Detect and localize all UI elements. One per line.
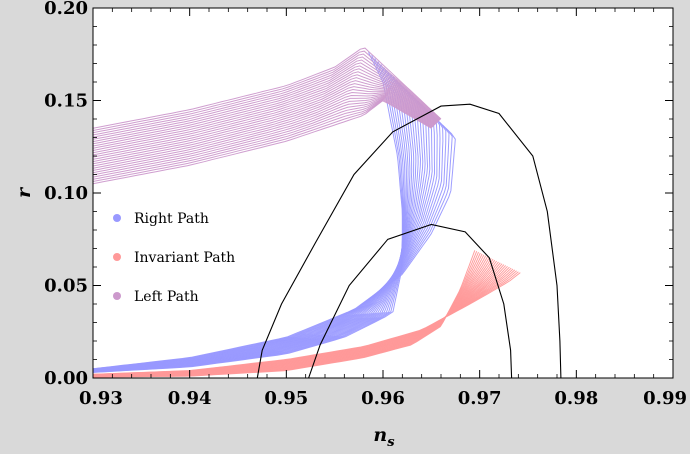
series-left-path-line — [93, 65, 440, 143]
series-left-path-line — [93, 96, 434, 174]
series-left-path-line — [93, 95, 434, 171]
y-tick-label: 0.05 — [44, 276, 88, 297]
series-left-path-line — [93, 62, 440, 140]
series-left-path-line — [93, 68, 439, 145]
legend-marker — [113, 292, 121, 300]
series-left-path-line — [93, 93, 435, 167]
series-right-path-line — [93, 52, 403, 373]
y-axis-title: r — [13, 186, 35, 198]
plot-clip-group — [93, 47, 562, 378]
legend-item: Right Path — [113, 211, 209, 227]
series-left-path-line — [93, 77, 438, 151]
series-left-path-line — [93, 88, 436, 160]
y-tick-label: 0.00 — [44, 368, 88, 389]
legend-marker — [113, 214, 121, 222]
series-left-path-line — [93, 47, 442, 129]
legend-label: Right Path — [134, 211, 209, 227]
series-right-path — [93, 52, 456, 373]
series-left-path-line — [93, 94, 435, 169]
y-tick-label: 0.15 — [44, 91, 88, 112]
x-tick-label: 0.99 — [643, 388, 687, 409]
x-tick-label: 0.94 — [168, 388, 212, 409]
y-tick-label: 0.20 — [44, 0, 88, 19]
x-axis-title-main: n — [373, 424, 387, 446]
x-tick-label: 0.93 — [79, 388, 123, 409]
series-left-path-line — [93, 74, 438, 149]
plot-background — [93, 8, 673, 378]
series-left-path-line — [93, 53, 441, 134]
series-left-path-line — [93, 86, 437, 158]
series-left-path-line — [93, 100, 432, 185]
x-tick-label: 0.97 — [458, 388, 502, 409]
series-left-path-line — [93, 97, 433, 178]
x-axis-title-subscript: s — [387, 435, 395, 450]
legend-item: Invariant Path — [113, 250, 235, 266]
plot-area — [93, 8, 673, 378]
series-invariant-path-line — [93, 250, 476, 378]
legend-label: Left Path — [134, 289, 199, 305]
series-left-path-line — [93, 83, 437, 156]
legend-marker — [113, 253, 121, 261]
series-invariant-path — [93, 250, 521, 378]
legend-label: Invariant Path — [134, 250, 235, 266]
series-left-path-line — [93, 80, 438, 154]
y-tick-label: 0.10 — [44, 183, 88, 204]
confidence-contour-1 — [256, 103, 562, 378]
axes: 0.93 0.94 0.95 0.96 0.97 0.98 0.99 0.00 0.05 0.10… — [44, 0, 687, 409]
x-tick-label: 0.98 — [554, 388, 598, 409]
series-left-path-line — [93, 96, 434, 176]
legend: Right Path Invariant Path Left Path — [113, 211, 235, 305]
x-tick-label: 0.95 — [264, 388, 308, 409]
series-left-path-line — [93, 56, 441, 136]
x-axis-title: ns — [373, 424, 395, 450]
series-left-path — [93, 47, 442, 185]
series-left-path-line — [93, 59, 440, 138]
series-left-path-line — [93, 71, 439, 147]
x-tick-label: 0.96 — [361, 388, 405, 409]
series-left-path-line — [93, 99, 432, 182]
series-left-path-line — [93, 98, 433, 180]
series-left-path-line — [93, 50, 441, 131]
confidence-contour-2 — [308, 223, 513, 378]
series-left-path-line — [93, 92, 436, 165]
legend-item: Left Path — [113, 289, 199, 305]
series-left-path-line — [93, 91, 436, 163]
